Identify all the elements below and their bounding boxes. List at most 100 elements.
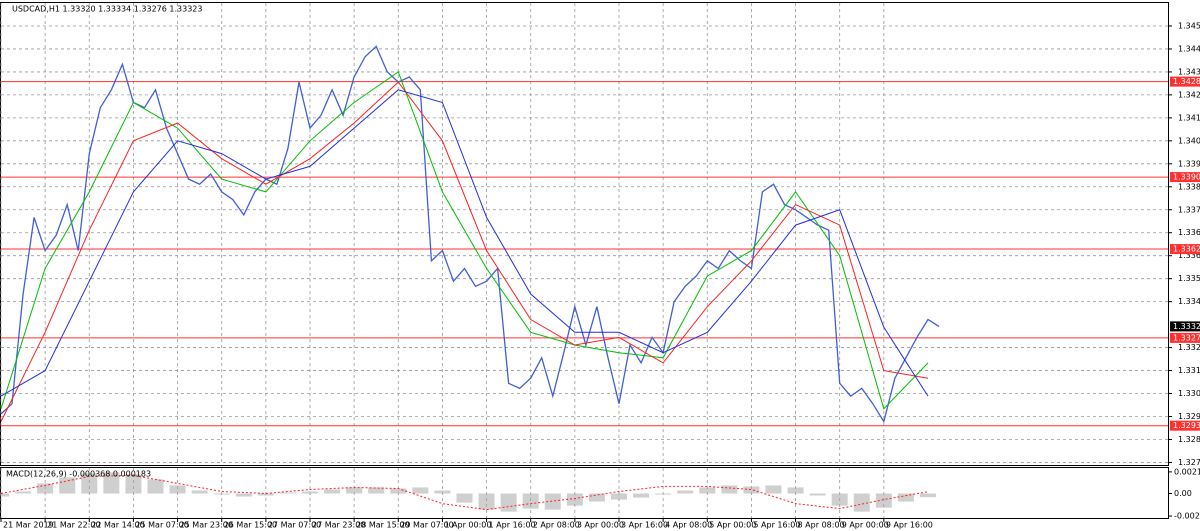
macd-bar xyxy=(103,472,120,494)
x-tick-label: 1 Apr 00:00 xyxy=(444,521,491,530)
level-label-box xyxy=(1170,332,1200,343)
signal-line xyxy=(0,474,929,511)
macd-bar xyxy=(169,485,186,494)
x-tick-label: 21 Mar 22:00 xyxy=(47,521,100,530)
macd-bar xyxy=(368,487,385,494)
macd-bar xyxy=(37,483,54,494)
y-tick-label: 1.33420 xyxy=(1178,297,1200,306)
x-tick-label: 9 Apr 00:00 xyxy=(842,521,889,530)
y-tick-label: 1.33600 xyxy=(1178,251,1200,260)
y-tick-label: 1.33960 xyxy=(1178,159,1200,168)
x-tick-label: 5 Apr 16:00 xyxy=(753,521,800,530)
y-tick-label: 1.34320 xyxy=(1178,67,1200,76)
x-tick-label: 4 Apr 08:00 xyxy=(665,521,712,530)
y-tick-label: 1.33150 xyxy=(1178,366,1200,375)
y-tick-label: 1.32790 xyxy=(1178,458,1200,467)
y-tick-label: 1.33780 xyxy=(1178,205,1200,214)
x-tick-label: 26 Mar 15:00 xyxy=(224,521,277,530)
macd-bar xyxy=(677,490,694,494)
plot xyxy=(0,45,1168,512)
y-tick-label: 1.34500 xyxy=(1178,21,1200,30)
macd-bar xyxy=(235,493,252,497)
y-tick-label: 0.002145 xyxy=(1174,467,1200,476)
macd-bar xyxy=(544,493,561,510)
macd-bar xyxy=(147,479,164,494)
level-label: 1.32934 xyxy=(1173,421,1200,430)
x-tick-label: 3 Apr 00:00 xyxy=(577,521,624,530)
x-tick-label: 21 Mar 2019 xyxy=(3,521,54,530)
x-tick-label: 29 Mar 07:00 xyxy=(400,521,453,530)
y-tick-label: 0.00 xyxy=(1174,489,1192,498)
macd-bar xyxy=(125,474,142,494)
level-label: 1.34282 xyxy=(1173,77,1200,86)
macd-bar xyxy=(500,493,517,512)
macd-bar xyxy=(699,487,716,494)
macd-bar xyxy=(721,485,738,494)
macd-bar xyxy=(809,493,826,496)
x-tick-label: 25 Mar 07:00 xyxy=(135,521,188,530)
price-line xyxy=(0,71,929,410)
macd-bar xyxy=(412,487,429,494)
chart-title: USDCAD,H1 1.33320 1.33334 1.33276 1.3332… xyxy=(12,5,202,14)
macd-bar xyxy=(456,493,473,503)
x-tick-label: 2 Apr 08:00 xyxy=(533,521,580,530)
macd-bar xyxy=(478,493,495,510)
macd-bar xyxy=(390,488,407,494)
last-price-box xyxy=(1170,321,1200,332)
level-label-box xyxy=(1170,420,1200,431)
x-tick-label: 1 Apr 16:00 xyxy=(489,521,536,530)
level-label-box xyxy=(1170,172,1200,183)
macd-bar xyxy=(743,486,760,494)
macd-bar xyxy=(324,489,341,494)
level-label: 1.33626 xyxy=(1173,245,1200,254)
x-tick-label: 9 Apr 16:00 xyxy=(886,521,933,530)
macd-bar xyxy=(610,493,627,500)
y-tick-label: 1.34410 xyxy=(1178,44,1200,53)
price-line xyxy=(0,45,940,424)
x-tick-label: 3 Apr 16:00 xyxy=(621,521,668,530)
x-tick-label: 25 Mar 23:00 xyxy=(180,521,233,530)
x-tick-label: 22 Mar 14:00 xyxy=(91,521,144,530)
macd-bar xyxy=(787,487,804,494)
y-tick-label: 1.33870 xyxy=(1178,182,1200,191)
macd-bar xyxy=(279,492,296,494)
macd-bar xyxy=(257,493,274,496)
y-tick-label: 1.33690 xyxy=(1178,228,1200,237)
macd-bar xyxy=(588,493,605,502)
macd-bar xyxy=(346,487,363,494)
macd-frame xyxy=(0,467,1169,519)
y-tick-label: 1.34140 xyxy=(1178,113,1200,122)
y-tick-label: 1.33060 xyxy=(1178,389,1200,398)
macd-bar xyxy=(434,490,451,494)
y-tick-label: -0.002235 xyxy=(1174,512,1200,521)
y-tick-label: 1.32970 xyxy=(1178,412,1200,421)
x-tick-label: 27 Mar 07:00 xyxy=(268,521,321,530)
macd-bar xyxy=(522,493,539,509)
macd-bar xyxy=(655,493,672,495)
macd-title: MACD(12,26,9) -0.000368 0.000183 xyxy=(6,470,151,479)
level-label: 1.33278 xyxy=(1173,333,1200,342)
macd-bar xyxy=(633,493,650,498)
macd-bar xyxy=(59,477,76,494)
macd-bar xyxy=(853,493,870,512)
price-line xyxy=(0,89,929,397)
level-label-box xyxy=(1170,76,1200,87)
x-tick-label: 5 Apr 00:00 xyxy=(709,521,756,530)
y-tick-label: 1.34230 xyxy=(1178,90,1200,99)
macd-bar xyxy=(919,493,936,498)
macd-bar xyxy=(301,491,318,494)
macd-bar xyxy=(566,493,583,506)
macd-bar xyxy=(191,490,208,494)
x-tick-label: 27 Mar 23:00 xyxy=(312,521,365,530)
macd-bar xyxy=(213,493,230,495)
x-tick-label: 8 Apr 08:00 xyxy=(798,521,845,530)
macd-bar xyxy=(15,491,32,494)
macd-bar xyxy=(897,493,914,502)
main-frame xyxy=(0,2,1169,466)
y-tick-label: 1.32880 xyxy=(1178,435,1200,444)
x-tick-label: 28 Mar 15:00 xyxy=(356,521,409,530)
y-tick-label: 1.33240 xyxy=(1178,343,1200,352)
level-label-box xyxy=(1170,244,1200,255)
last-price-label: 1.33323 xyxy=(1173,322,1200,331)
